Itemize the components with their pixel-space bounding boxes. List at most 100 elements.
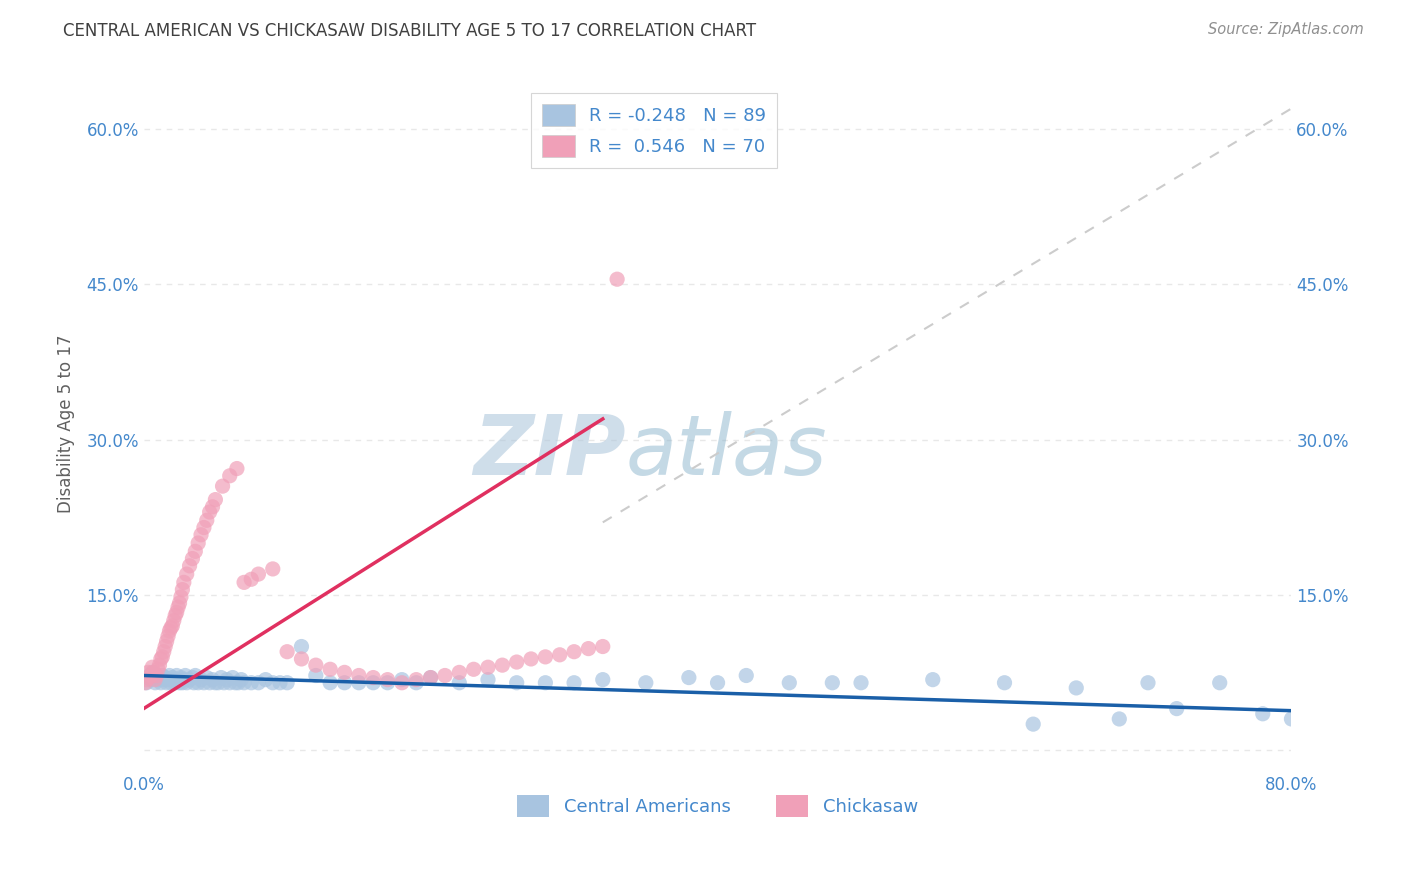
Point bbox=[262, 675, 284, 690]
Point bbox=[276, 645, 298, 659]
Point bbox=[172, 675, 194, 690]
Point bbox=[215, 673, 238, 687]
Point bbox=[179, 673, 201, 687]
Point bbox=[319, 675, 342, 690]
Point bbox=[276, 675, 298, 690]
Point bbox=[136, 671, 159, 685]
Point bbox=[148, 671, 170, 685]
Point bbox=[187, 536, 209, 550]
Point bbox=[143, 673, 166, 687]
Point bbox=[204, 675, 226, 690]
Point bbox=[167, 673, 190, 687]
Point bbox=[176, 675, 198, 690]
Point bbox=[138, 668, 160, 682]
Point bbox=[207, 675, 229, 690]
Point bbox=[921, 673, 943, 687]
Point bbox=[562, 645, 585, 659]
Point bbox=[166, 668, 188, 682]
Text: atlas: atlas bbox=[626, 411, 827, 492]
Point bbox=[201, 500, 224, 514]
Point bbox=[606, 272, 628, 286]
Point bbox=[361, 671, 384, 685]
Point bbox=[152, 673, 174, 687]
Point bbox=[240, 675, 263, 690]
Point bbox=[592, 673, 614, 687]
Point bbox=[209, 671, 232, 685]
Point bbox=[1022, 717, 1045, 731]
Text: CENTRAL AMERICAN VS CHICKASAW DISABILITY AGE 5 TO 17 CORRELATION CHART: CENTRAL AMERICAN VS CHICKASAW DISABILITY… bbox=[63, 22, 756, 40]
Point bbox=[247, 675, 270, 690]
Point bbox=[347, 668, 370, 682]
Point bbox=[174, 668, 197, 682]
Point bbox=[198, 675, 221, 690]
Point bbox=[269, 675, 291, 690]
Point bbox=[405, 675, 427, 690]
Point bbox=[138, 671, 160, 685]
Legend: Central Americans, Chickasaw: Central Americans, Chickasaw bbox=[510, 788, 925, 824]
Point bbox=[548, 648, 571, 662]
Point bbox=[221, 671, 243, 685]
Point bbox=[491, 658, 513, 673]
Point bbox=[449, 665, 471, 680]
Point bbox=[167, 600, 190, 615]
Point bbox=[562, 675, 585, 690]
Point bbox=[305, 658, 328, 673]
Point bbox=[377, 675, 399, 690]
Point bbox=[520, 652, 543, 666]
Point bbox=[152, 645, 174, 659]
Point bbox=[162, 619, 184, 633]
Point bbox=[134, 675, 156, 690]
Point bbox=[176, 567, 198, 582]
Point bbox=[153, 640, 176, 654]
Point bbox=[169, 675, 191, 690]
Point bbox=[228, 675, 250, 690]
Point bbox=[184, 544, 207, 558]
Point bbox=[240, 572, 263, 586]
Point bbox=[159, 624, 181, 638]
Point bbox=[149, 652, 172, 666]
Point bbox=[160, 621, 183, 635]
Text: Source: ZipAtlas.com: Source: ZipAtlas.com bbox=[1208, 22, 1364, 37]
Point bbox=[135, 673, 157, 687]
Point bbox=[172, 582, 194, 597]
Point bbox=[157, 629, 180, 643]
Point bbox=[578, 641, 600, 656]
Point bbox=[1136, 675, 1159, 690]
Point bbox=[139, 668, 162, 682]
Point bbox=[181, 671, 204, 685]
Point bbox=[170, 671, 193, 685]
Point bbox=[290, 640, 312, 654]
Point bbox=[477, 673, 499, 687]
Point bbox=[333, 675, 356, 690]
Point bbox=[405, 673, 427, 687]
Point bbox=[195, 513, 218, 527]
Point bbox=[187, 675, 209, 690]
Point bbox=[150, 649, 173, 664]
Point bbox=[233, 675, 256, 690]
Point bbox=[149, 675, 172, 690]
Point bbox=[821, 675, 844, 690]
Point bbox=[163, 614, 186, 628]
Point bbox=[155, 634, 177, 648]
Point bbox=[290, 652, 312, 666]
Point bbox=[377, 673, 399, 687]
Point bbox=[391, 675, 413, 690]
Text: ZIP: ZIP bbox=[472, 411, 626, 492]
Point bbox=[319, 662, 342, 676]
Point bbox=[173, 575, 195, 590]
Point bbox=[218, 468, 240, 483]
Point bbox=[141, 665, 163, 680]
Point bbox=[433, 668, 456, 682]
Point bbox=[148, 658, 170, 673]
Point bbox=[706, 675, 728, 690]
Point bbox=[419, 671, 441, 685]
Point bbox=[778, 675, 800, 690]
Point bbox=[142, 665, 165, 680]
Point bbox=[419, 671, 441, 685]
Point bbox=[233, 575, 256, 590]
Point bbox=[141, 660, 163, 674]
Point bbox=[849, 675, 872, 690]
Point bbox=[231, 673, 253, 687]
Point bbox=[247, 567, 270, 582]
Point bbox=[361, 675, 384, 690]
